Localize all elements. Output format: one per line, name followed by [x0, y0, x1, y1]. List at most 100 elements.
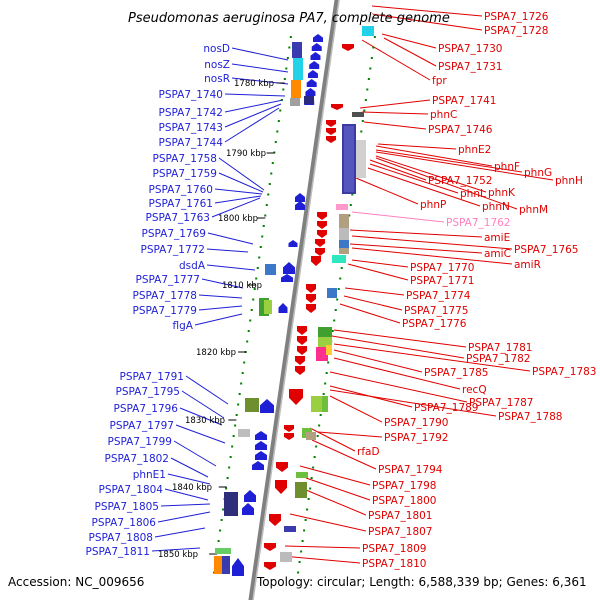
right-gene-label: PSPA7_1790: [384, 417, 449, 429]
left-leader-line: [175, 424, 226, 444]
right-leader-line: [375, 151, 554, 181]
scale-label: 1850 kbp: [158, 550, 198, 560]
track-dot-right: [313, 456, 316, 458]
gene-block: [306, 432, 316, 440]
reverse-gene-arrow: [297, 326, 307, 335]
track-dot-right: [316, 435, 319, 437]
forward-gene-arrow: [311, 43, 322, 51]
right-gene-label: PSPA7_1789: [414, 402, 479, 414]
track-dot-right: [315, 445, 318, 448]
right-gene-label: PSPA7_1783: [532, 366, 597, 378]
left-leader-line: [214, 188, 263, 195]
track-dot-right: [307, 498, 310, 500]
left-gene-label: PSPA7_1811: [86, 546, 151, 558]
right-leader-line: [333, 349, 423, 373]
track-dot-left: [219, 529, 222, 532]
track-dot-left: [228, 466, 231, 469]
forward-gene-arrow: [295, 201, 305, 210]
right-leader-line: [377, 143, 457, 150]
left-gene-label: PSPA7_1740: [159, 89, 224, 101]
left-gene-label: PSPA7_1759: [153, 168, 218, 180]
forward-gene-arrow: [278, 303, 288, 313]
left-leader-line: [167, 473, 211, 485]
gene-block: [318, 327, 332, 337]
right-gene-label: phnE2: [458, 144, 491, 156]
gene-block: [293, 58, 303, 80]
left-gene-label: PSPA7_1805: [95, 501, 160, 513]
forward-gene-arrow: [310, 52, 321, 60]
track-dot-left: [279, 109, 282, 112]
left-gene-label: PSPA7_1758: [153, 153, 218, 165]
track-dot-right: [364, 99, 367, 101]
left-leader-line: [214, 195, 262, 204]
gene-block: [222, 556, 230, 574]
gene-block: [214, 556, 222, 574]
right-leader-line: [367, 167, 481, 207]
right-leader-line: [351, 235, 513, 250]
track-dot-right: [348, 214, 351, 217]
right-gene-label: PSPA7_1781: [468, 342, 533, 354]
forward-gene-arrow: [260, 399, 274, 413]
left-leader-line: [218, 172, 264, 193]
gene-block: [327, 288, 337, 298]
left-leader-line: [173, 440, 217, 467]
left-gene-label: nosD: [203, 43, 230, 55]
track-dot-left: [234, 424, 237, 427]
left-leader-line: [224, 99, 284, 113]
track-dot-left: [250, 309, 253, 311]
gene-block: [295, 482, 307, 498]
track-dot-left: [256, 267, 259, 269]
track-dot-left: [265, 204, 268, 206]
track-dot-right: [312, 466, 315, 469]
right-leader-line: [383, 37, 437, 67]
left-leader-line: [181, 390, 225, 419]
right-gene-label: PSPA7_1728: [484, 25, 549, 37]
right-leader-line: [333, 357, 461, 390]
right-gene-label: PSPA7_1800: [372, 495, 437, 507]
track-dot-right: [339, 277, 342, 280]
forward-gene-arrow: [306, 79, 317, 87]
gene-block: [290, 98, 300, 106]
track-dot-right: [333, 319, 336, 322]
track-dot-left: [238, 393, 241, 395]
reverse-gene-arrow: [297, 336, 307, 345]
gene-block: [352, 112, 364, 117]
reverse-gene-arrow: [295, 356, 305, 365]
left-gene-label: dsdA: [179, 260, 206, 272]
left-gene-label: flgA: [173, 320, 194, 332]
forward-gene-arrow: [305, 88, 316, 96]
right-leader-line: [329, 389, 497, 417]
reverse-gene-arrow: [342, 44, 354, 51]
right-leader-line: [375, 145, 493, 167]
right-gene-label: phnL: [460, 188, 486, 200]
genome-stats-text: Topology: circular; Length: 6,588,339 bp…: [256, 575, 587, 589]
track-dot-right: [301, 540, 304, 542]
left-leader-line: [185, 375, 229, 405]
track-dot-left: [222, 508, 225, 511]
forward-gene-arrow: [252, 461, 264, 470]
forward-gene-arrow: [255, 431, 267, 440]
reverse-gene-arrow: [317, 221, 327, 229]
right-leader-line: [333, 329, 467, 348]
right-gene-label: PSPA7_1770: [410, 262, 475, 274]
track-dot-left: [270, 172, 273, 175]
track-dot-left: [232, 435, 235, 437]
left-gene-label: PSPA7_1777: [136, 274, 201, 286]
track-dot-right: [367, 78, 370, 80]
track-dot-right: [372, 46, 375, 49]
left-leader-line: [206, 248, 249, 253]
track-dot-right: [327, 361, 330, 364]
left-gene-label: PSPA7_1742: [159, 107, 224, 119]
track-dot-left: [268, 183, 271, 185]
track-dot-left: [235, 414, 238, 416]
gene-labels: nosD nosZ nosR PSPA7_1740 PSPA7_1742 PSPA7_17…: [86, 11, 597, 570]
right-gene-label: phnH: [555, 175, 583, 187]
gene-block: [264, 300, 272, 314]
gene-block: [304, 96, 314, 104]
reverse-gene-arrow: [326, 136, 336, 143]
left-gene-label: nosZ: [204, 59, 230, 71]
left-gene-label: PSPA7_1769: [142, 228, 207, 240]
track-dot-left: [262, 225, 265, 227]
forward-gene-arrow: [244, 490, 256, 502]
reverse-gene-arrow: [289, 389, 303, 405]
